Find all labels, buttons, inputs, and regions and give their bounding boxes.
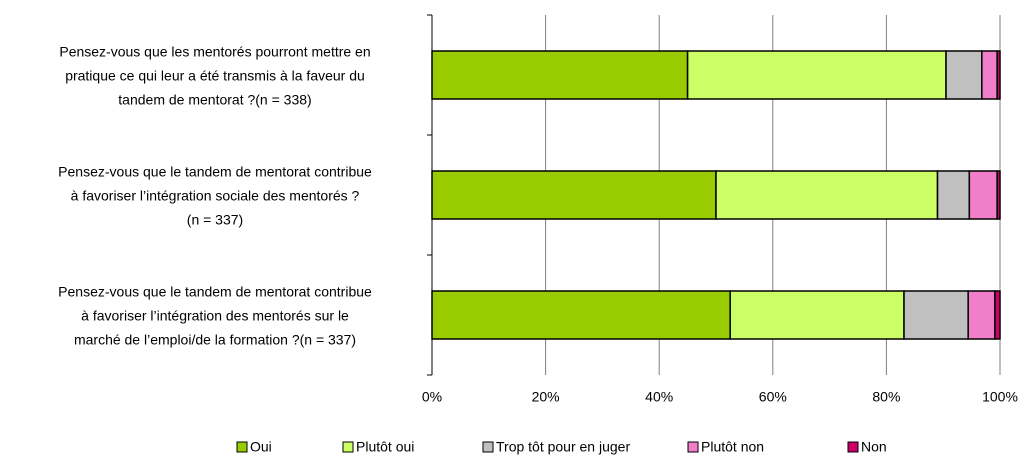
bar-segment	[996, 170, 1001, 220]
bar-segment	[431, 170, 717, 220]
bar-segment	[967, 290, 996, 340]
y-tick-label: tandem de mentorat ?(n = 338)	[118, 92, 311, 108]
x-tick-label: 20%	[532, 389, 560, 405]
legend-marker	[342, 441, 354, 453]
legend-marker	[847, 441, 859, 453]
legend-label: Oui	[250, 439, 272, 455]
bar-segment	[945, 50, 983, 100]
bar-segment	[686, 50, 947, 100]
legend-label: Plutôt non	[701, 439, 764, 455]
y-tick-label: Pensez-vous que le tandem de mentorat co…	[58, 164, 372, 180]
legend-marker	[687, 441, 699, 453]
bar-segment	[729, 290, 905, 340]
bar-segment	[994, 290, 1001, 340]
legend-label: Non	[861, 439, 887, 455]
legend-marker	[482, 441, 494, 453]
y-tick-label: Pensez-vous que les mentorés pourront me…	[59, 44, 370, 60]
x-tick-label: 100%	[982, 389, 1018, 405]
x-tick-label: 60%	[759, 389, 787, 405]
x-tick-label: 40%	[645, 389, 673, 405]
y-tick-label: pratique ce qui leur a été transmis à la…	[65, 68, 365, 84]
legend-label: Trop tôt pour en juger	[496, 439, 630, 455]
legend-marker	[236, 441, 248, 453]
y-tick-label: marché de l’emploi/de la formation ?(n =…	[74, 332, 356, 348]
bar-segment	[903, 290, 969, 340]
y-tick-label: à favoriser l’intégration sociale des me…	[71, 188, 360, 204]
x-tick-label: 0%	[422, 389, 442, 405]
bar-segment	[431, 290, 731, 340]
bar-segment	[981, 50, 998, 100]
y-tick-label: (n = 337)	[187, 212, 243, 228]
y-tick-label: Pensez-vous que le tandem de mentorat co…	[58, 284, 372, 300]
x-tick-label: 80%	[872, 389, 900, 405]
bar-segment	[968, 170, 998, 220]
legend-label: Plutôt oui	[356, 439, 414, 455]
bar-segment	[936, 170, 971, 220]
bar-segment	[996, 50, 1001, 100]
bar-segment	[431, 50, 689, 100]
y-tick-label: à favoriser l’intégration des mentorés s…	[81, 308, 349, 324]
bar-segment	[715, 170, 939, 220]
